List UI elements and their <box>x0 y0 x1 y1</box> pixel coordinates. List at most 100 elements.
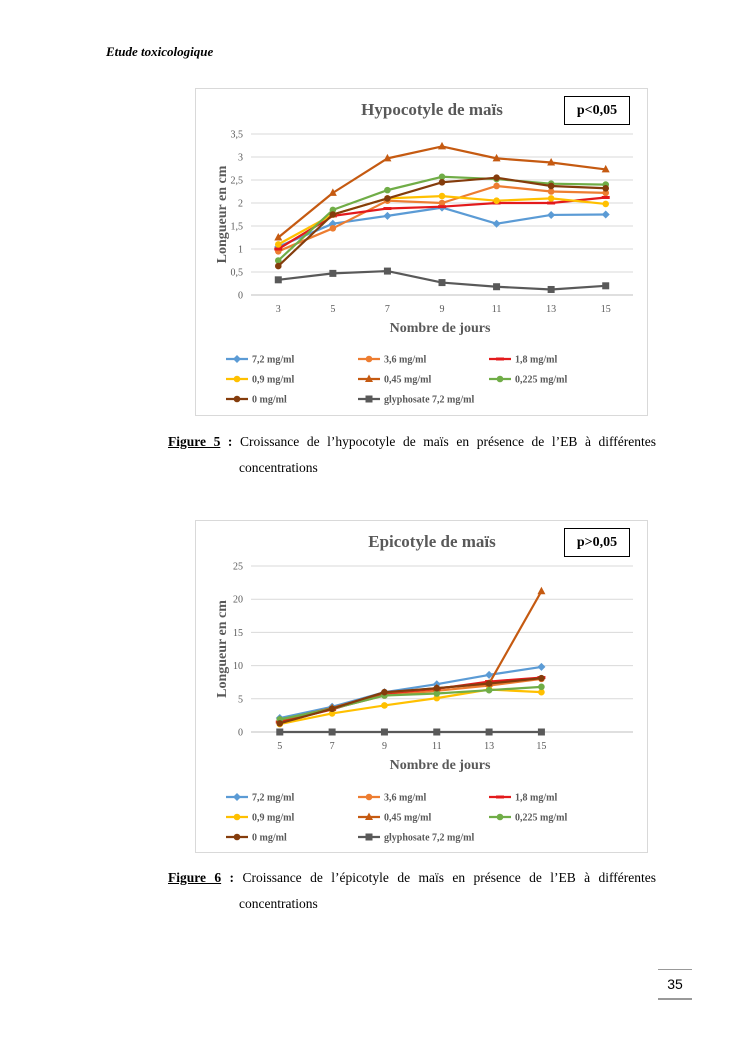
x-tick-label: 7 <box>330 741 335 752</box>
data-point <box>274 233 283 241</box>
data-point <box>493 197 500 204</box>
x-tick-label: 9 <box>440 304 445 315</box>
data-point <box>383 267 391 275</box>
legend-label: 3,6 mg/ml <box>384 793 426 804</box>
data-point <box>328 728 336 736</box>
legend-marker <box>365 395 373 403</box>
chart-title: Hypocotyle de maïs <box>361 100 503 119</box>
legend-label: 7,2 mg/ml <box>252 793 294 804</box>
data-point <box>602 200 610 208</box>
data-point <box>602 189 610 197</box>
data-point <box>433 690 441 697</box>
data-point <box>537 662 546 671</box>
legend-marker <box>496 375 504 383</box>
data-point <box>384 195 391 202</box>
figure-label: Figure 6 <box>168 870 222 885</box>
legend-entry: 3,6 mg/ml <box>358 355 426 366</box>
y-tick-label: 15 <box>233 628 243 639</box>
legend-label: 0,225 mg/ml <box>515 375 567 386</box>
y-tick-label: 3,5 <box>231 130 244 141</box>
legend-entry: 0,225 mg/ml <box>489 813 567 824</box>
caption-text: Croissance de l’épicotyle de maïs en pré… <box>242 870 656 885</box>
data-point <box>380 728 388 736</box>
legend-marker <box>233 793 241 801</box>
data-point <box>547 210 556 219</box>
data-point <box>274 262 282 270</box>
y-tick-label: 25 <box>233 562 243 573</box>
legend-entry: 0,225 mg/ml <box>489 375 567 386</box>
x-tick-label: 11 <box>432 741 442 752</box>
x-tick-label: 15 <box>601 304 611 315</box>
data-point <box>492 153 501 162</box>
x-tick-label: 5 <box>330 304 335 315</box>
figure-6-caption: Figure 6 : Croissance de l’épicotyle de … <box>168 865 656 917</box>
data-point <box>537 728 545 736</box>
y-tick-label: 0,5 <box>231 268 244 279</box>
legend-marker <box>365 812 373 820</box>
legend-entry: glyphosate 7,2 mg/ml <box>358 833 475 844</box>
legend-entry: 3,6 mg/ml <box>358 793 426 804</box>
legend-label: 0,9 mg/ml <box>252 813 294 824</box>
y-tick-label: 0 <box>238 728 243 739</box>
data-point <box>438 205 446 209</box>
page-number: 35 <box>658 969 692 1000</box>
legend-marker <box>365 374 373 382</box>
legend-entry: glyphosate 7,2 mg/ml <box>358 395 475 406</box>
hypocotyle-chart: Hypocotyle de maïs 0 0,5 1 1,5 2 2,5 3 3,5 3 5 7 9 11… <box>195 88 648 416</box>
legend-label: 7,2 mg/ml <box>252 355 294 366</box>
y-axis-label: Longueur en cm <box>215 165 230 263</box>
legend-marker <box>365 355 373 363</box>
figure-5-caption: Figure 5 : Croissance de l’hypocotyle de… <box>168 429 656 481</box>
data-point <box>329 206 337 214</box>
figure-label: Figure 5 <box>168 434 221 449</box>
chart-title: Epicotyle de maïs <box>368 532 496 551</box>
y-tick-label: 1 <box>238 245 243 256</box>
series-line <box>279 677 542 725</box>
legend-label: 0,225 mg/ml <box>515 813 567 824</box>
x-tick-label: 9 <box>382 741 387 752</box>
data-point <box>493 174 500 181</box>
data-point <box>547 201 556 205</box>
epicotyle-chart: Epicotyle de maïs 0 5 10 15 20 25 5 7 9 11 13 15 Nomb… <box>195 520 648 853</box>
caption-text-cont: concentrations <box>239 460 318 475</box>
data-point <box>601 195 610 199</box>
data-point <box>433 694 441 702</box>
data-point <box>538 683 545 691</box>
y-axis-label: Longueur en cm <box>215 600 230 698</box>
y-tick-label: 2 <box>238 199 243 210</box>
figure-sep: : <box>221 870 243 885</box>
data-point <box>438 199 446 207</box>
data-point <box>433 684 441 692</box>
data-point <box>274 276 282 284</box>
x-tick-label: 11 <box>492 304 502 315</box>
series-1 <box>274 203 610 251</box>
data-point <box>485 670 494 679</box>
legend-marker <box>496 795 504 799</box>
data-point <box>601 210 610 219</box>
legend-entry: 1,8 mg/ml <box>489 355 557 366</box>
legend-label: 1,8 mg/ml <box>515 355 557 366</box>
data-point <box>276 720 284 727</box>
data-point <box>537 586 546 595</box>
data-point <box>276 728 284 736</box>
x-tick-label: 15 <box>536 741 546 752</box>
data-point <box>493 283 501 291</box>
legend-entry: 0,45 mg/ml <box>358 374 431 386</box>
legend-label: 0,9 mg/ml <box>252 375 294 386</box>
legend-label: 0 mg/ml <box>252 395 287 406</box>
x-tick-label: 3 <box>276 304 281 315</box>
hypocotyle-chart-svg: Hypocotyle de maïs 0 0,5 1 1,5 2 2,5 3 3,5 3 5 7 9 11… <box>215 100 633 406</box>
series-5 <box>274 141 610 241</box>
series-7 <box>274 174 610 270</box>
legend-marker <box>233 813 241 821</box>
legend-marker <box>233 375 241 383</box>
data-point <box>547 182 555 190</box>
legend-label: 0,45 mg/ml <box>384 375 431 386</box>
legend-entry: 0,9 mg/ml <box>226 813 294 824</box>
legend-entry: 0,45 mg/ml <box>358 812 431 824</box>
legend-entry: 7,2 mg/ml <box>226 355 294 366</box>
legend-label: 1,8 mg/ml <box>515 793 557 804</box>
legend-marker <box>365 833 373 841</box>
series-line <box>279 665 542 720</box>
legend-label: 3,6 mg/ml <box>384 355 426 366</box>
